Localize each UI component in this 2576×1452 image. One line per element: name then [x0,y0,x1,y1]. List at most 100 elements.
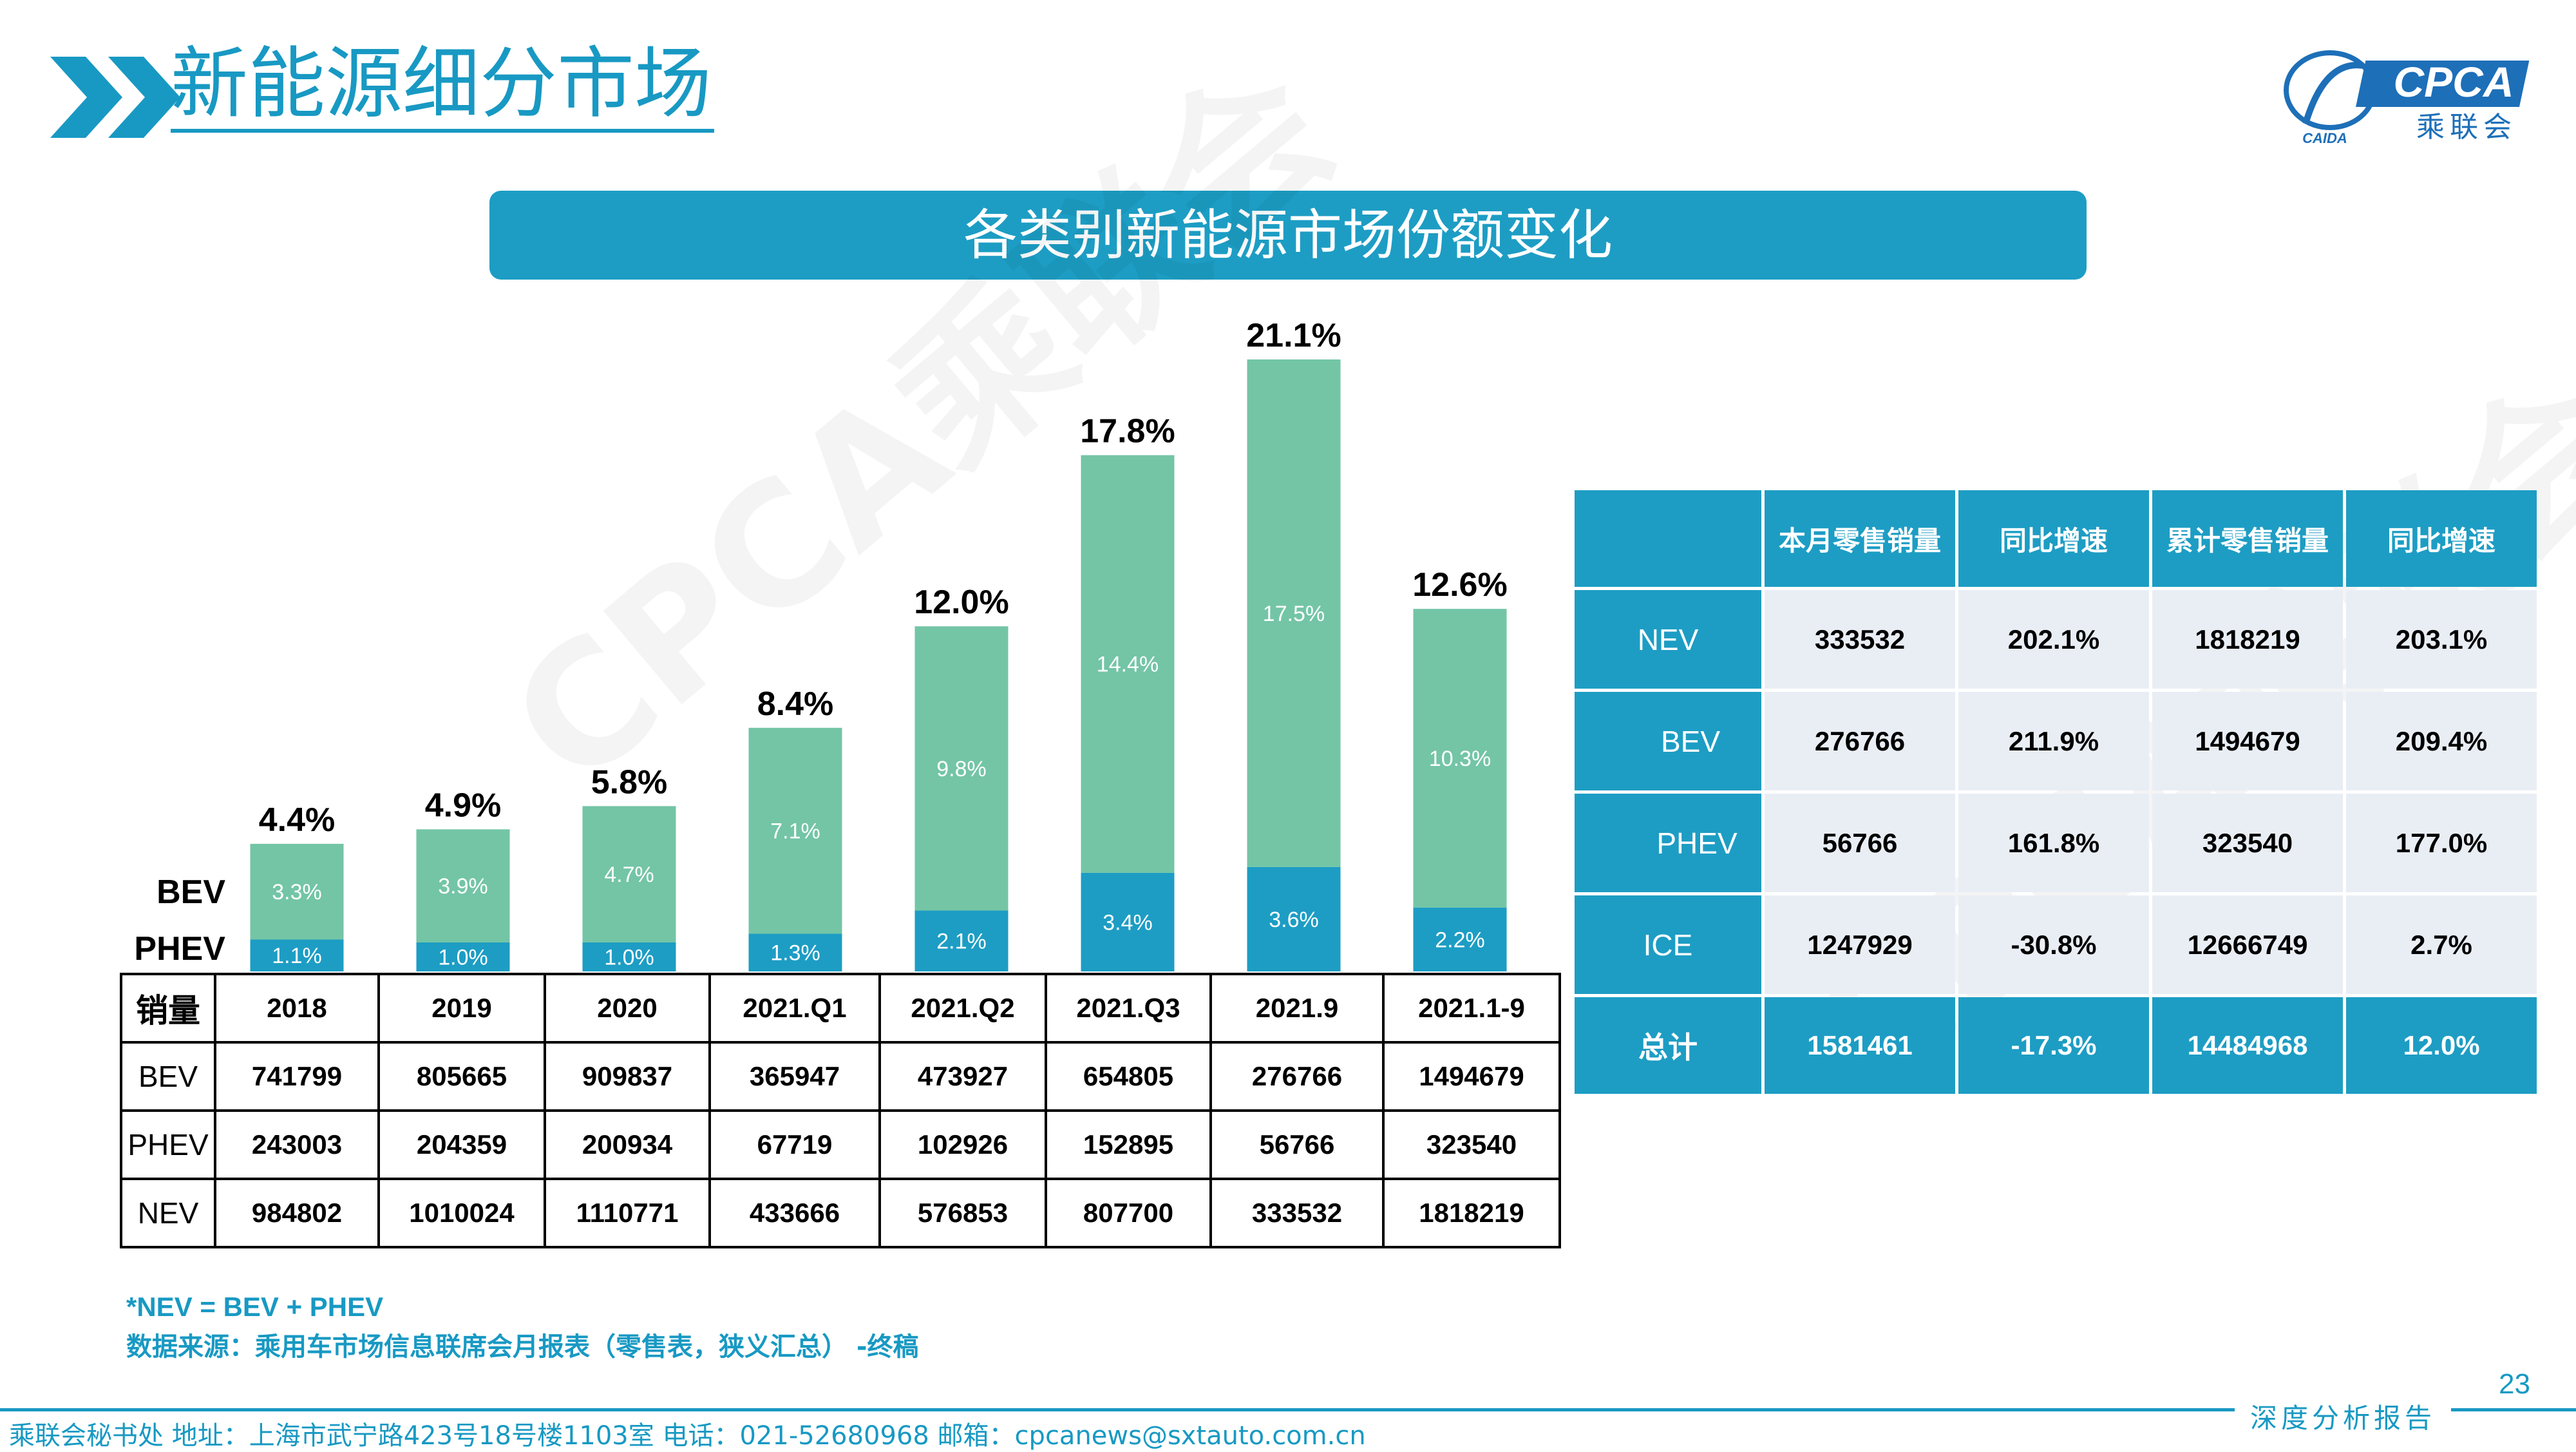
logo-brand-text: CPCA [2393,58,2514,106]
row-label: NEV [120,1178,216,1248]
table-cell: 211.9% [1958,692,2149,790]
bar-phev-2019 [416,942,510,971]
bar-bev-2021.Q1 [748,727,842,934]
column-header: 本月零售销量 [1765,490,1955,587]
table-cell: 12666749 [2152,895,2343,994]
column-header: 2020 [544,973,711,1044]
column-header: 2018 [214,973,380,1044]
row-label: NEV [1575,590,1761,689]
row-label: 总计 [1575,997,1761,1094]
column-header: 累计零售销量 [2152,490,2343,587]
table-row: BEV 741799 805665 909837 365947 473927 6… [120,1041,1561,1112]
total-label: 17.8% [1080,413,1175,450]
logo-cn-text: 乘联会 [2416,111,2517,144]
table-cell: 1247929 [1765,895,1955,994]
data-label-phev: 3.4% [1103,910,1153,935]
cpca-logo: CPCA 乘联会 CAIDA [2284,50,2530,146]
total-label: 4.9% [425,787,502,824]
table-cell: 67719 [708,1109,881,1180]
table-cell: 741799 [214,1041,380,1112]
data-source-note: 数据来源：乘用车市场信息联席会月报表（零售表，狭义汇总） -终稿 [126,1332,919,1362]
table-cell: 433666 [708,1178,881,1248]
sales-volume-table: 销量 2018 2019 2020 2021.Q1 2021.Q2 2021.Q… [120,973,1561,1248]
data-label-phev: 2.2% [1435,928,1485,952]
table-cell: 56766 [1765,794,1955,892]
table-cell: 161.8% [1958,794,2149,892]
bar-phev-2021.Q3 [1081,872,1175,971]
data-label-bev: 4.7% [604,863,654,887]
total-label: 12.0% [914,584,1009,621]
column-header: 2021.Q3 [1045,973,1212,1044]
table-cell: 204359 [377,1109,546,1180]
bar-bev-2019 [416,829,510,942]
total-label: 12.6% [1412,566,1507,604]
table-cell: 984802 [214,1178,380,1248]
table-cell: 209.4% [2346,692,2537,790]
table-cell: -30.8% [1958,895,2149,994]
table-row: NEV 333532 202.1% 1818219 203.1% [1575,590,2537,689]
section-banner: 各类别新能源市场份额变化 [489,191,2087,280]
table-cell: 654805 [1045,1041,1212,1112]
table-cell: 1110771 [544,1178,711,1248]
table-cell: 909837 [544,1041,711,1112]
table-corner-label: 销量 [120,973,216,1044]
table-cell: 177.0% [2346,794,2537,892]
table-cell: 473927 [878,1041,1047,1112]
double-chevron-icon [50,57,180,138]
bar-phev-2021.Q1 [748,933,842,971]
retail-sales-summary-table: 本月零售销量 同比增速 累计零售销量 同比增速 NEV 333532 202.1… [1571,487,2540,1097]
table-row: PHEV 243003 204359 200934 67719 102926 1… [120,1109,1561,1180]
table-header-row: 销量 2018 2019 2020 2021.Q1 2021.Q2 2021.Q… [120,973,1561,1044]
row-label: BEV [1575,692,1761,790]
table-row: PHEV 56766 161.8% 323540 177.0% [1575,794,2537,892]
data-label-bev: 9.8% [936,757,987,781]
column-header: 同比增速 [1958,490,2149,587]
bar-bev-2020 [582,806,676,942]
row-label: BEV [120,1041,216,1112]
table-cell: 202.1% [1958,590,2149,689]
table-header-row: 本月零售销量 同比增速 累计零售销量 同比增速 [1575,490,2537,587]
legend-label-bev: BEV [156,874,225,911]
column-header: 2019 [377,973,546,1044]
table-cell: -17.3% [1958,997,2149,1094]
data-label-phev: 1.1% [272,944,322,968]
table-cell: 56766 [1209,1109,1385,1180]
table-total-row: 总计 1581461 -17.3% 14484968 12.0% [1575,997,2537,1094]
bar-phev-2020 [582,942,676,971]
report-type-label: 深度分析报告 [2235,1397,2452,1436]
total-label: 21.1% [1246,317,1341,354]
table-cell: 1494679 [1382,1041,1561,1112]
table-cell: 333532 [1209,1178,1385,1248]
page-title: 新能源细分市场 [171,40,714,133]
data-label-bev: 14.4% [1097,653,1159,677]
table-cell: 323540 [2152,794,2343,892]
data-label-phev: 1.0% [604,945,654,970]
table-row: BEV 276766 211.9% 1494679 209.4% [1575,692,2537,790]
bar-phev-2018 [250,939,344,971]
table-cell: 200934 [544,1109,711,1180]
bar-phev-2021.1-9 [1413,907,1507,971]
page-number: 23 [2499,1368,2530,1400]
column-header: 同比增速 [2346,490,2537,587]
data-label-phev: 1.0% [438,945,488,970]
stacked-bar-chart: 1.1% 3.3% 4.4% 1.0% 3.9% 4.9% 1.0% 4.7% 5.8% 1.3%… [134,317,1508,971]
bar-bev-2021.Q2 [914,626,1009,911]
table-cell: 1494679 [2152,692,2343,790]
data-label-phev: 1.3% [770,941,820,966]
column-header: 2021.1-9 [1382,973,1561,1044]
total-label: 5.8% [591,763,668,801]
table-row: ICE 1247929 -30.8% 12666749 2.7% [1575,895,2537,994]
table-header-empty [1575,490,1761,587]
bar-bev-2021.9 [1247,359,1341,867]
table-cell: 576853 [878,1178,1047,1248]
table-cell: 807700 [1045,1178,1212,1248]
table-cell: 276766 [1765,692,1955,790]
data-label-bev: 17.5% [1263,602,1325,626]
data-label-bev: 3.3% [272,880,322,904]
data-label-bev: 3.9% [438,874,488,899]
footer-divider [0,1408,2576,1411]
table-cell: 323540 [1382,1109,1561,1180]
column-header: 2021.Q1 [708,973,881,1044]
table-cell: 12.0% [2346,997,2537,1094]
bar-bev-2018 [250,843,344,940]
